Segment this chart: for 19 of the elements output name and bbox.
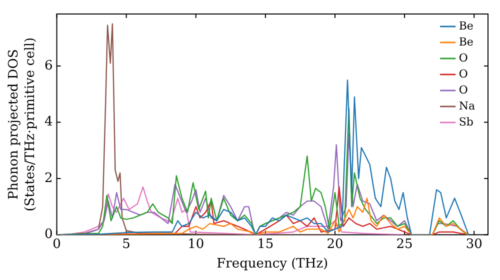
x-tick-label: 5 [122,236,130,252]
legend-label: Be [458,19,474,32]
y-tick-label: 4 [44,114,53,130]
x-tick-label: 10 [188,236,204,252]
x-tick-label: 15 [257,236,274,252]
legend-label: Sb [458,115,474,128]
legend-label: O [458,51,468,64]
legend-label: O [458,83,468,96]
x-tick-label: 30 [466,236,482,252]
y-tick-label: 6 [44,58,53,74]
x-tick-label: 25 [396,236,413,252]
legend-label: O [458,67,468,80]
legend-label: Na [458,99,476,112]
y-axis-title: Phonon projected DOS (States/THz·primitive cell) [6,37,38,212]
y-tick-label: 2 [44,170,53,186]
x-axis-title: Frequency (THz) [216,256,328,272]
legend-label: Be [458,35,474,48]
y-tick-label: 0 [44,227,53,242]
x-tick-label: 20 [326,236,344,252]
